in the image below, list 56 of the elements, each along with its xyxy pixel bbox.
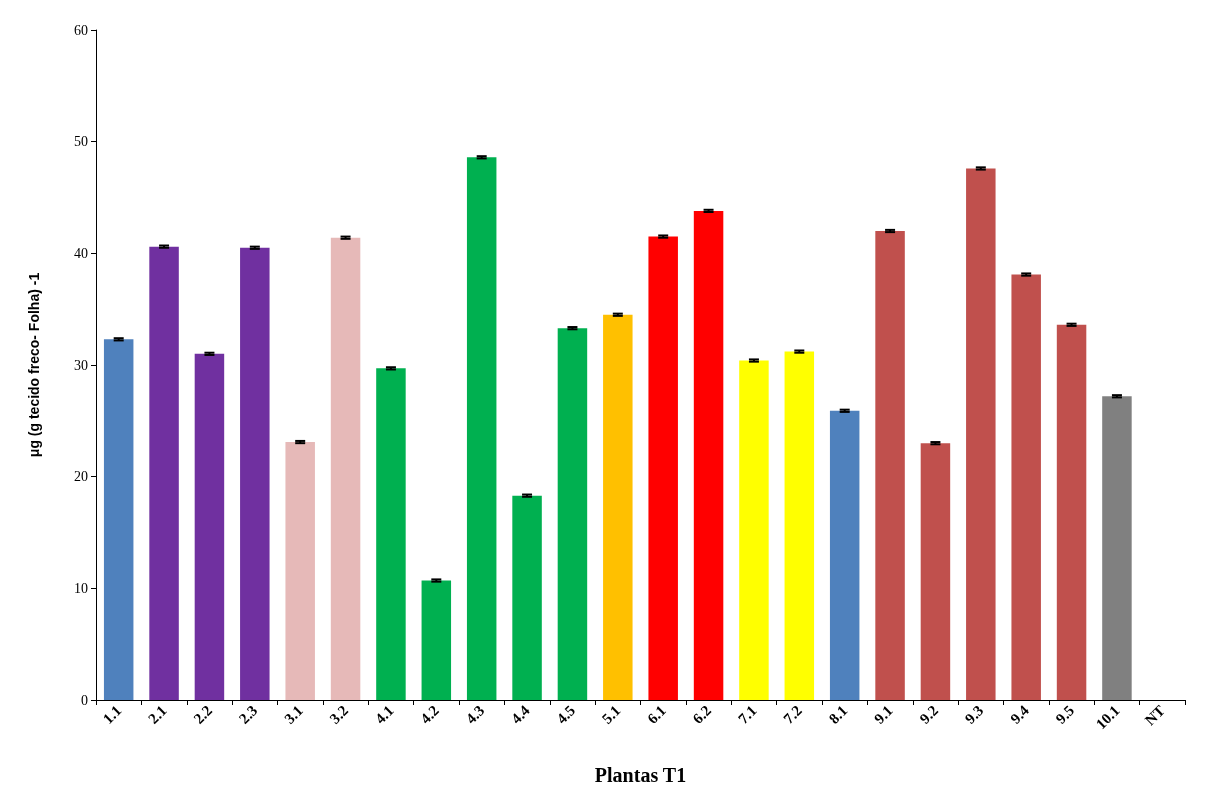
x-tick-label: 7.2 — [780, 702, 805, 727]
bar — [330, 237, 361, 700]
x-tick-label: 9.5 — [1052, 702, 1078, 727]
bar — [875, 231, 905, 700]
bar — [285, 442, 315, 700]
bar — [103, 339, 134, 700]
x-tick-label: 3.1 — [281, 702, 306, 727]
x-tick-label: 9.4 — [1007, 701, 1033, 727]
y-tick-label: 40 — [74, 245, 88, 261]
bar — [149, 246, 179, 700]
bar — [784, 351, 815, 700]
bar — [1056, 324, 1087, 700]
bar — [603, 314, 633, 700]
x-tick-label: 2.2 — [190, 702, 216, 727]
bar — [1102, 396, 1132, 700]
x-tick-label: 7.1 — [735, 702, 760, 727]
x-tick-label: 4.2 — [417, 702, 442, 727]
bar — [194, 353, 225, 700]
x-tick-label: 4.1 — [372, 702, 397, 727]
x-tick-label: 5.1 — [598, 702, 624, 727]
y-axis-title: μg (g tecido freco- Folha) -1 — [26, 272, 42, 458]
bar — [466, 157, 497, 700]
x-tick-label: NT — [1141, 702, 1168, 729]
bar — [966, 168, 996, 700]
x-tick-label: 4.3 — [462, 702, 488, 727]
bar — [557, 328, 588, 700]
bar — [648, 236, 678, 700]
x-tick-label: 8.1 — [825, 702, 851, 727]
y-tick-label: 60 — [74, 22, 88, 38]
x-tick-label: 3.2 — [326, 702, 352, 727]
x-axis-title: Plantas T1 — [594, 764, 687, 786]
bar — [739, 360, 769, 700]
bar — [829, 410, 860, 700]
bar — [421, 580, 452, 700]
x-tick-label: 4.5 — [553, 702, 579, 727]
y-tick-label: 10 — [74, 580, 88, 596]
bar — [693, 210, 724, 700]
x-tick-label: 9.2 — [916, 702, 942, 727]
y-tick-label: 50 — [74, 134, 88, 150]
bar — [512, 495, 542, 700]
x-tick-label: 2.3 — [235, 702, 261, 727]
bar — [240, 247, 270, 700]
bar — [920, 443, 951, 700]
x-tick-label: 4.4 — [508, 701, 534, 727]
x-tick-label: 6.1 — [644, 702, 669, 727]
x-tick-label: 2.1 — [145, 702, 170, 727]
x-tick-label: 1.1 — [99, 702, 125, 727]
x-tick-label: 6.2 — [689, 702, 715, 727]
x-tick-label: 10.1 — [1092, 702, 1123, 733]
bar — [376, 368, 406, 700]
x-tick-label: 9.1 — [871, 702, 896, 727]
y-tick-label: 30 — [74, 357, 88, 373]
y-tick-label: 20 — [74, 469, 88, 485]
y-tick-label: 0 — [81, 692, 88, 708]
x-tick-label: 9.3 — [961, 702, 987, 727]
bar — [1011, 274, 1041, 700]
